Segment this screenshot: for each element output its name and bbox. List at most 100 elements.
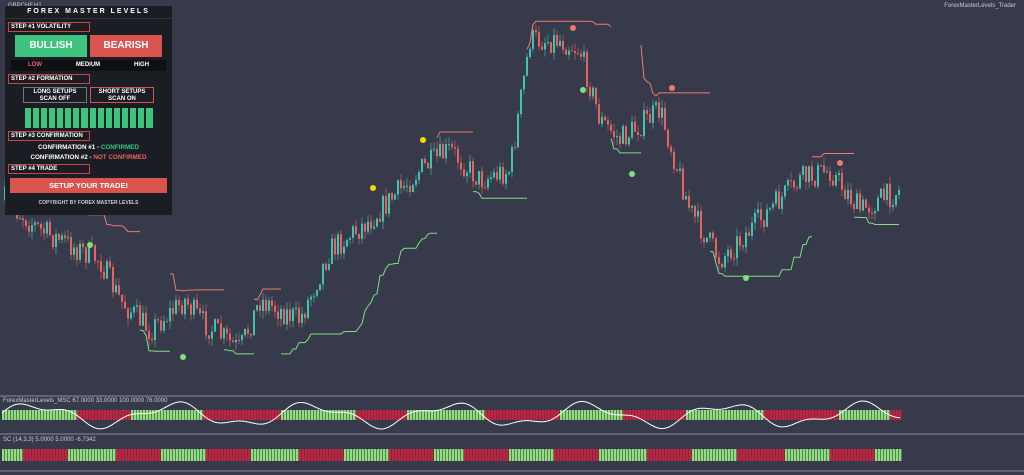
sc-bar [851,449,854,461]
msc-bar [164,410,167,420]
sc-bar [362,449,365,461]
short-scan-button[interactable]: SHORT SETUPS SCAN ON [90,87,154,103]
msc-bar [203,410,206,420]
msc-bar [878,410,881,420]
sc-bar [71,449,74,461]
long-scan-button[interactable]: LONG SETUPS SCAN OFF [23,87,87,103]
strength-bar [81,108,88,128]
msc-bar [431,410,434,420]
msc-bar [770,410,773,420]
msc-bar [308,410,311,420]
msc-bar [551,410,554,420]
msc-bar [737,410,740,420]
msc-bar [407,410,410,420]
candle-body [823,165,825,173]
msc-bar [842,410,845,420]
msc-bar [182,410,185,420]
sc-bar [215,449,218,461]
candle-body [343,246,345,254]
msc-bar [890,410,893,420]
sc-bar [248,449,251,461]
sc-bar [443,449,446,461]
candle-body [97,260,99,262]
candle-body [832,180,834,186]
candle-body [346,239,348,247]
candle-body [295,307,297,309]
candle-body [565,49,567,55]
msc-bar [350,410,353,420]
msc-bar [434,410,437,420]
sc-bar [281,449,284,461]
sc-bar [287,449,290,461]
sc-label: SC (14,3,3) 5.0000 5.0000 -6.7342 [3,437,96,443]
candle-body [85,247,87,263]
msc-bar [23,410,26,420]
sc-bar [269,449,272,461]
candle-body [214,319,216,332]
text: SCAN ON [108,96,136,102]
msc-bar [140,410,143,420]
sc-bar [191,449,194,461]
sc-bar [452,449,455,461]
candle-body [427,162,429,169]
msc-bar [722,410,725,420]
sc-bar [14,449,17,461]
msc-bar [605,410,608,420]
sc-bar [308,449,311,461]
signal-dot [743,275,749,281]
candle-body [37,222,39,224]
sc-bar [524,449,527,461]
sc-bar [101,449,104,461]
bullish-button[interactable]: BULLISH [15,35,87,57]
msc-bar [101,410,104,420]
sc-bar [23,449,26,461]
msc-bar [440,410,443,420]
candle-body [769,207,771,210]
candle-body [607,120,609,125]
candle-body [688,196,690,208]
candle-body [169,307,171,322]
msc-bar [86,410,89,420]
msc-bar [677,410,680,420]
candle-body [490,177,492,179]
sc-bar [743,449,746,461]
msc-bar [569,410,572,420]
sc-bar [173,449,176,461]
candle-body [838,172,840,176]
sc-bar [539,449,542,461]
candle-body [418,172,420,180]
sc-bar [584,449,587,461]
candle-body [241,335,243,341]
level-medium[interactable]: MEDIUM [75,62,101,68]
candle-body [550,42,552,53]
level-high[interactable]: HIGH [134,62,150,68]
sc-bar [407,449,410,461]
sc-bar [398,449,401,461]
strength-bar [146,108,153,128]
sc-bar [554,449,557,461]
sc-bar [251,449,254,461]
sc-bar [692,449,695,461]
step-label: STEP #4 TRADE [8,164,90,174]
bearish-button[interactable]: BEARISH [90,35,162,57]
msc-bar [776,410,779,420]
candle-body [172,307,174,314]
candle-body [604,116,606,121]
msc-bar [329,410,332,420]
candle-body [148,330,150,339]
sc-bar [455,449,458,461]
level-low[interactable]: LOW [27,62,42,68]
candle-body [403,186,405,189]
candle-body [850,189,852,205]
candle-body [541,46,543,50]
sc-bar [467,449,470,461]
candle-body [400,180,402,189]
msc-bar [380,410,383,420]
sc-bar [458,449,461,461]
candle-body [337,234,339,255]
msc-bar [338,410,341,420]
msc-bar [413,410,416,420]
trade-button[interactable]: SETUP YOUR TRADE! [10,178,167,193]
candle-body [22,218,24,221]
